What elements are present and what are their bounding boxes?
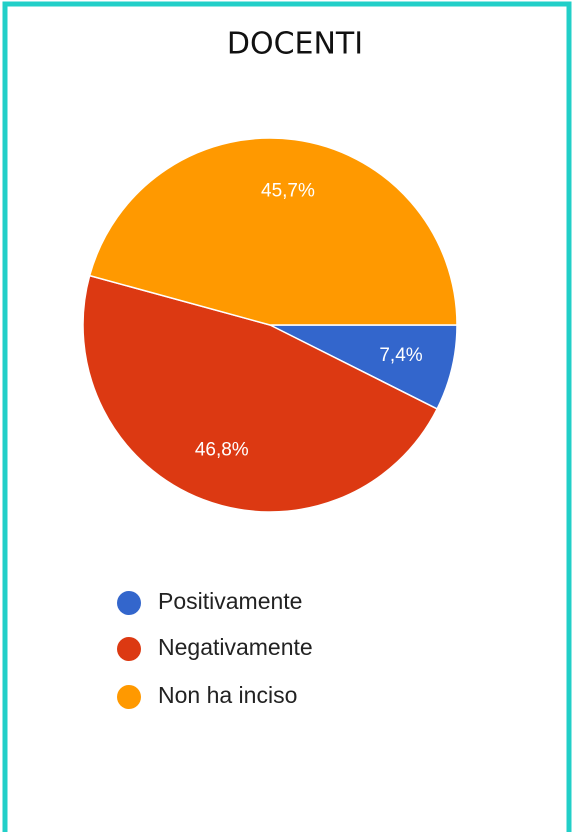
legend-label: Non ha inciso bbox=[158, 682, 297, 708]
legend-swatch bbox=[117, 685, 141, 709]
chart-title: DOCENTI bbox=[227, 27, 363, 62]
legend-label: Negativamente bbox=[158, 634, 313, 660]
slice-label: 46,8% bbox=[195, 440, 249, 461]
slice-label: 45,7% bbox=[261, 181, 315, 202]
slice-label: 7,4% bbox=[379, 345, 422, 366]
legend-swatch bbox=[117, 637, 141, 661]
pie-slice bbox=[82, 274, 439, 513]
legend-label: Positivamente bbox=[158, 588, 302, 614]
pie-slice bbox=[88, 137, 458, 326]
legend-swatch bbox=[117, 591, 141, 615]
